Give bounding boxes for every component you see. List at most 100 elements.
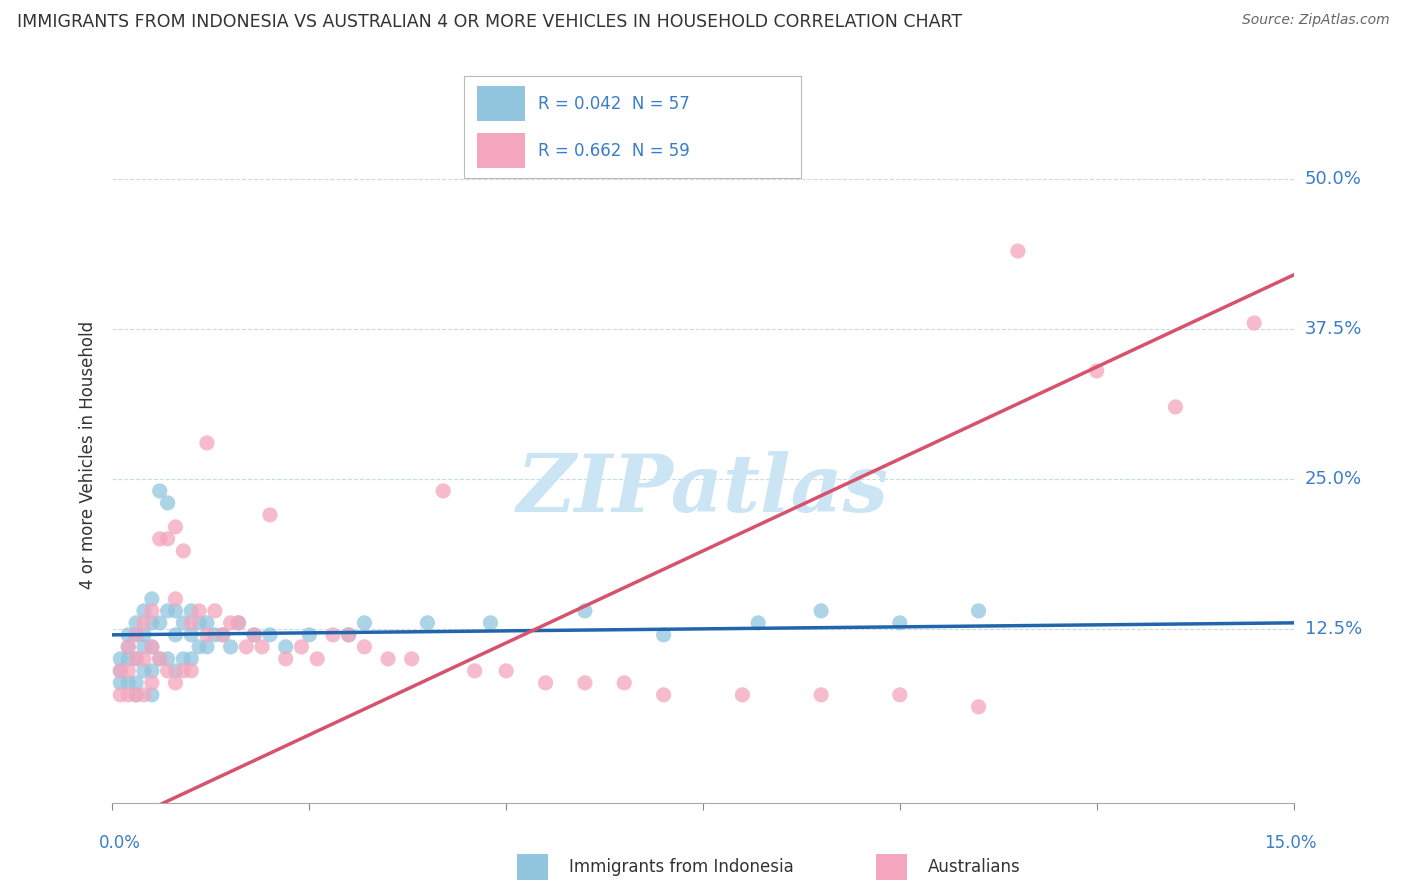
Point — [243, 628, 266, 642]
Point — [125, 688, 148, 702]
Point — [172, 615, 194, 630]
Point — [889, 688, 911, 702]
Text: R = 0.042  N = 57: R = 0.042 N = 57 — [538, 95, 690, 112]
Point — [132, 688, 155, 702]
Point — [132, 664, 155, 678]
Point — [132, 615, 155, 630]
Bar — [478, 133, 524, 168]
Point — [149, 615, 172, 630]
Point — [1007, 244, 1029, 258]
Point — [125, 688, 148, 702]
Point — [810, 688, 832, 702]
Point — [188, 604, 211, 618]
Point — [228, 615, 250, 630]
Point — [416, 615, 439, 630]
Text: 12.5%: 12.5% — [1305, 620, 1362, 638]
Point — [235, 640, 257, 654]
Point — [889, 615, 911, 630]
Point — [141, 640, 163, 654]
Text: 50.0%: 50.0% — [1305, 170, 1361, 188]
Text: 15.0%: 15.0% — [1264, 834, 1317, 852]
Point — [172, 652, 194, 666]
Point — [180, 615, 202, 630]
Point — [337, 628, 360, 642]
Point — [125, 628, 148, 642]
Point — [172, 544, 194, 558]
Point — [132, 628, 155, 642]
Point — [274, 652, 297, 666]
Point — [464, 664, 486, 678]
Point — [132, 652, 155, 666]
Point — [165, 676, 187, 690]
Point — [353, 640, 375, 654]
Point — [250, 640, 273, 654]
Point — [156, 652, 179, 666]
Text: 37.5%: 37.5% — [1305, 320, 1362, 338]
Point — [125, 676, 148, 690]
Point — [228, 615, 250, 630]
Point — [401, 652, 423, 666]
Point — [1085, 364, 1108, 378]
Point — [290, 640, 312, 654]
Point — [810, 604, 832, 618]
Point — [180, 664, 202, 678]
Point — [125, 652, 148, 666]
Point — [117, 652, 139, 666]
Point — [125, 615, 148, 630]
Point — [188, 615, 211, 630]
Point — [172, 664, 194, 678]
Point — [132, 640, 155, 654]
Point — [132, 604, 155, 618]
Point — [125, 628, 148, 642]
Point — [110, 688, 132, 702]
Point — [259, 508, 281, 522]
Point — [195, 436, 218, 450]
Point — [141, 604, 163, 618]
Point — [165, 591, 187, 606]
Point — [156, 604, 179, 618]
Point — [652, 688, 675, 702]
Point — [117, 688, 139, 702]
Point — [180, 604, 202, 618]
Point — [1243, 316, 1265, 330]
Point — [243, 628, 266, 642]
Point — [495, 664, 517, 678]
Point — [141, 664, 163, 678]
Point — [195, 615, 218, 630]
Point — [180, 652, 202, 666]
Point — [574, 604, 596, 618]
Point — [322, 628, 344, 642]
Point — [307, 652, 329, 666]
Point — [149, 532, 172, 546]
Point — [165, 628, 187, 642]
Point — [259, 628, 281, 642]
Point — [165, 520, 187, 534]
Point — [652, 628, 675, 642]
Point — [149, 652, 172, 666]
Point — [117, 664, 139, 678]
Point — [204, 628, 226, 642]
Point — [141, 676, 163, 690]
Text: ZIPatlas: ZIPatlas — [517, 451, 889, 528]
Point — [180, 628, 202, 642]
Point — [110, 664, 132, 678]
Point — [149, 483, 172, 498]
Point — [574, 676, 596, 690]
Point — [117, 640, 139, 654]
Point — [141, 640, 163, 654]
Point — [117, 676, 139, 690]
Point — [110, 664, 132, 678]
Bar — [478, 87, 524, 121]
Point — [613, 676, 636, 690]
Point — [125, 652, 148, 666]
Point — [967, 604, 990, 618]
Point — [141, 688, 163, 702]
Point — [211, 628, 233, 642]
Point — [141, 591, 163, 606]
Point — [377, 652, 399, 666]
Point — [219, 640, 242, 654]
Text: Source: ZipAtlas.com: Source: ZipAtlas.com — [1241, 13, 1389, 28]
Text: IMMIGRANTS FROM INDONESIA VS AUSTRALIAN 4 OR MORE VEHICLES IN HOUSEHOLD CORRELAT: IMMIGRANTS FROM INDONESIA VS AUSTRALIAN … — [17, 13, 962, 31]
Point — [141, 615, 163, 630]
Point — [156, 496, 179, 510]
